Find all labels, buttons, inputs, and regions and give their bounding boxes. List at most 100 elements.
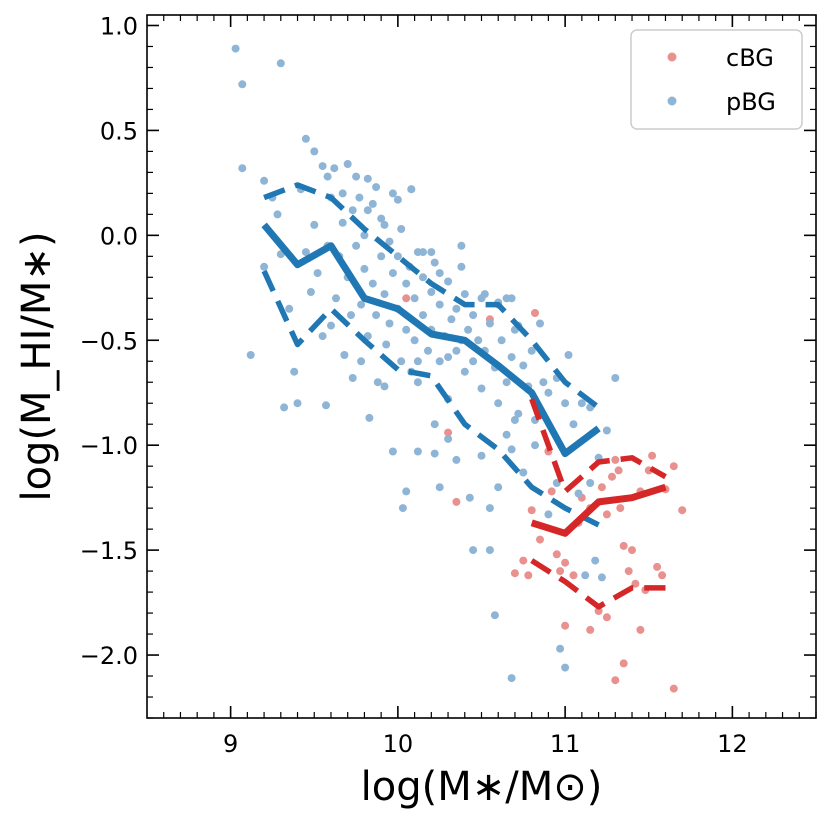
point-pbg [306, 288, 315, 296]
point-pbg [397, 225, 406, 233]
point-pbg [352, 172, 361, 181]
point-cbg [531, 309, 539, 317]
point-pbg [413, 378, 422, 387]
point-pbg [322, 401, 330, 410]
point-pbg [452, 346, 461, 355]
point-pbg [424, 346, 432, 355]
point-cbg [510, 569, 519, 578]
point-cbg [658, 571, 667, 580]
point-cbg [536, 535, 544, 544]
point-cbg [611, 676, 620, 685]
point-pbg [380, 382, 389, 391]
point-pbg [410, 294, 419, 303]
point-pbg [332, 294, 340, 303]
point-pbg [597, 573, 606, 582]
legend-box [630, 29, 803, 130]
point-pbg [397, 357, 406, 366]
point-pbg [444, 434, 453, 443]
y-tick-label: −1.5 [80, 537, 138, 565]
point-cbg [602, 510, 611, 519]
point-pbg [561, 399, 570, 408]
point-pbg [323, 172, 332, 181]
point-pbg [581, 571, 590, 580]
point-pbg [340, 351, 349, 359]
point-pbg [536, 319, 544, 328]
point-pbg [338, 218, 347, 227]
point-pbg [285, 304, 294, 313]
pbg-p84-line [263, 182, 601, 410]
point-cbg [602, 613, 611, 622]
point-pbg [430, 420, 439, 429]
point-pbg [497, 336, 506, 345]
point-pbg [407, 185, 416, 194]
point-pbg [273, 210, 282, 219]
point-pbg [318, 162, 327, 171]
point-pbg [527, 346, 536, 355]
point-pbg [301, 248, 310, 257]
point-pbg [355, 193, 364, 202]
point-pbg [490, 611, 499, 620]
point-cbg [616, 504, 625, 513]
point-cbg [524, 571, 533, 580]
point-pbg [460, 290, 469, 299]
point-pbg [435, 300, 444, 309]
point-pbg [238, 80, 247, 89]
point-pbg [602, 426, 611, 435]
point-pbg [377, 214, 386, 223]
legend-marker-pbg [667, 96, 677, 106]
point-pbg [357, 300, 366, 309]
point-pbg [310, 147, 319, 156]
point-cbg [552, 550, 561, 559]
point-pbg [380, 290, 389, 299]
point-cbg [444, 428, 453, 437]
point-pbg [368, 279, 377, 288]
point-pbg [544, 510, 553, 519]
point-pbg [556, 644, 565, 653]
point-pbg [231, 44, 240, 53]
point-cbg [611, 455, 620, 464]
point-pbg [569, 420, 578, 429]
point-pbg [393, 195, 402, 204]
point-pbg [327, 321, 335, 330]
point-pbg [507, 445, 516, 454]
point-cbg [402, 294, 411, 303]
point-cbg [608, 472, 616, 481]
point-pbg [357, 357, 366, 366]
point-pbg [313, 269, 322, 278]
point-pbg [485, 546, 494, 555]
point-pbg [477, 384, 486, 393]
point-pbg [360, 231, 369, 240]
x-tick-label: 10 [383, 730, 414, 758]
point-pbg [301, 134, 310, 143]
x-tick-label: 12 [717, 730, 748, 758]
point-pbg [372, 311, 381, 320]
point-pbg [398, 504, 407, 513]
point-pbg [564, 351, 573, 359]
point-pbg [507, 353, 516, 362]
point-cbg [586, 625, 595, 634]
point-pbg [485, 504, 494, 513]
y-axis-label: log(M_HI/M∗) [14, 231, 60, 501]
point-pbg [382, 340, 391, 349]
point-pbg [413, 447, 422, 456]
point-pbg [393, 252, 402, 261]
point-pbg [465, 493, 474, 502]
point-pbg [435, 357, 444, 366]
point-cbg [636, 625, 645, 634]
point-pbg [347, 311, 355, 320]
cbg-p16-line [530, 558, 666, 610]
point-pbg [507, 674, 516, 683]
x-axis-label: log(M∗/M⊙) [361, 764, 603, 810]
point-pbg [460, 367, 469, 376]
point-pbg [577, 399, 586, 408]
point-pbg [238, 164, 247, 173]
point-pbg [260, 176, 269, 185]
y-tick-label: 0.5 [100, 117, 138, 145]
point-pbg [474, 336, 483, 345]
point-pbg [388, 447, 397, 456]
point-cbg [561, 558, 570, 567]
point-pbg [348, 206, 357, 215]
point-cbg [669, 684, 678, 693]
point-cbg [631, 579, 640, 588]
point-pbg [444, 277, 453, 286]
